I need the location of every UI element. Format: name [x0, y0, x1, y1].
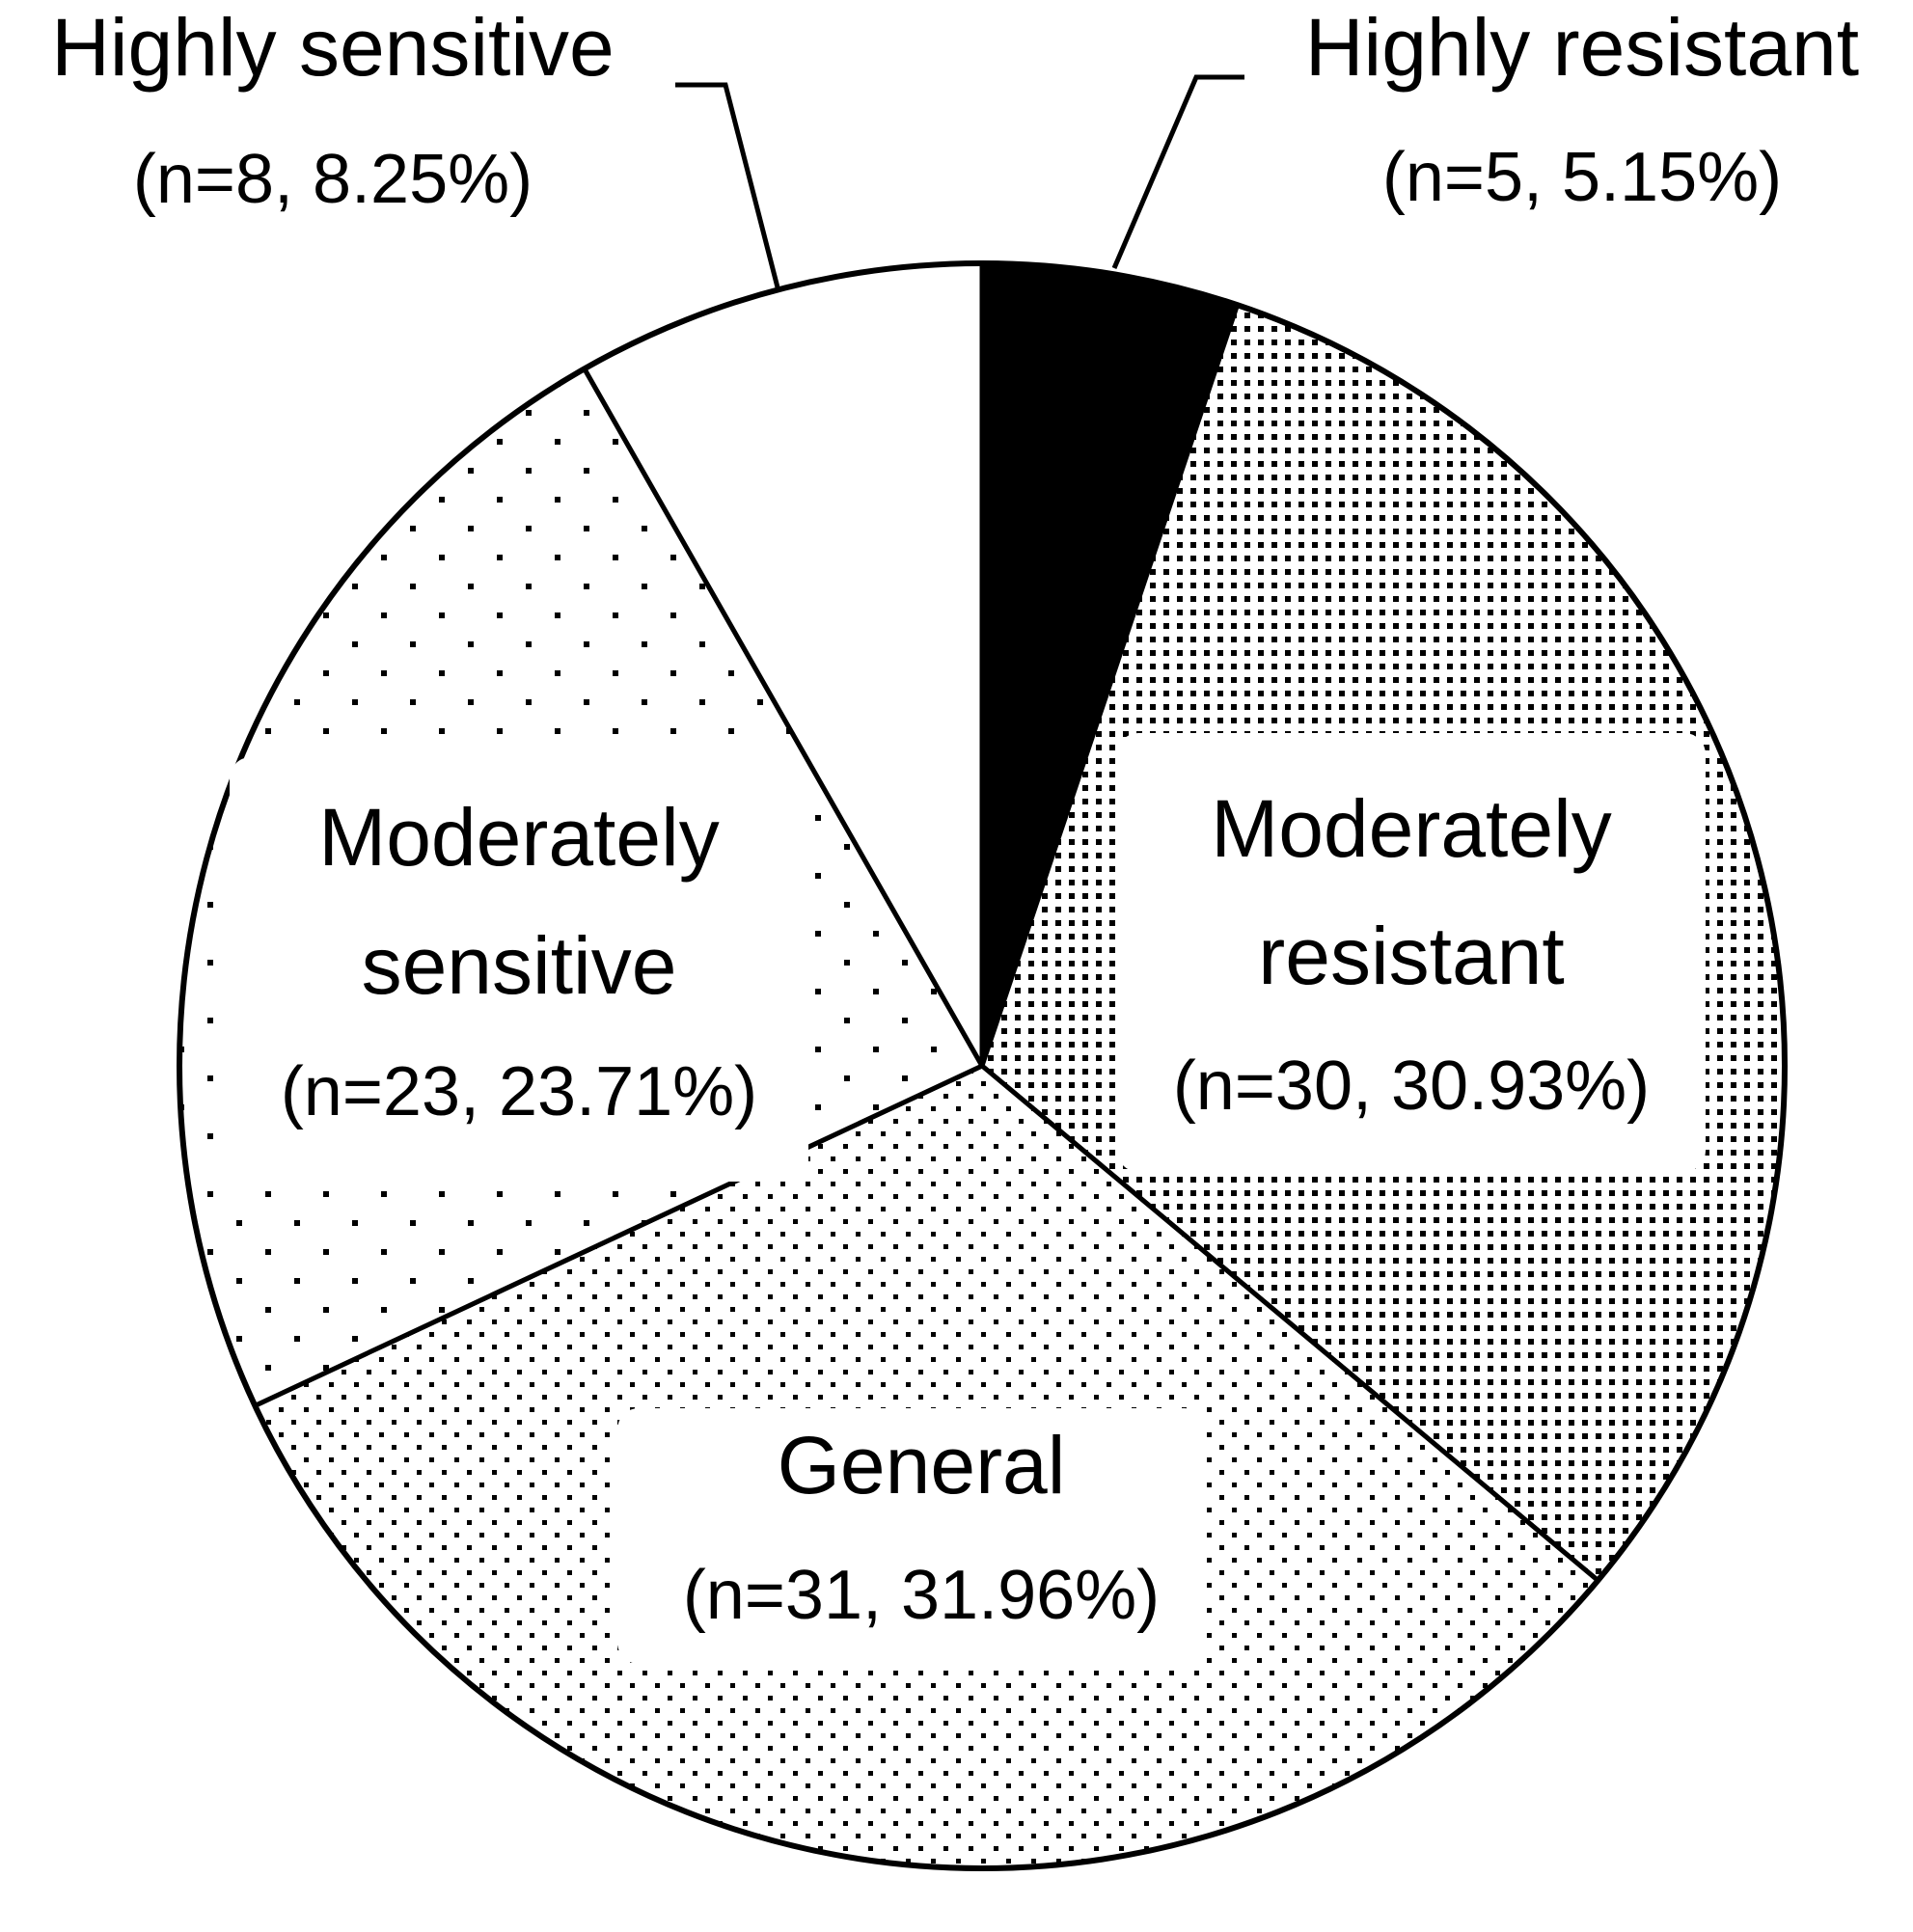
- slice-labels: Highly resistant (n=5, 5.15%) Moderately…: [51, 2, 1859, 1634]
- slice-detail-highly-sensitive: (n=8, 8.25%): [133, 141, 533, 218]
- slice-detail-moderately-sensitive: (n=23, 23.71%): [281, 1053, 757, 1130]
- label-bg-moderately-sensitive: [230, 757, 808, 1182]
- slice-label-moderately-sensitive-line1: Moderately: [318, 792, 720, 883]
- slice-label-moderately-resistant-line1: Moderately: [1211, 783, 1612, 874]
- slice-label-moderately-sensitive-line2: sensitive: [362, 920, 677, 1011]
- leader-line-highly-sensitive: [675, 82, 780, 288]
- label-backgrounds: [230, 733, 1706, 1664]
- pie-outline: [177, 260, 1788, 1871]
- slice-detail-general: (n=31, 31.96%): [683, 1557, 1160, 1634]
- slice-label-highly-resistant: Highly resistant: [1305, 2, 1859, 93]
- slice-detail-moderately-resistant: (n=30, 30.93%): [1173, 1048, 1650, 1125]
- slice-label-highly-sensitive: Highly sensitive: [51, 2, 615, 93]
- slice-label-moderately-resistant-line2: resistant: [1258, 911, 1564, 1001]
- slice-label-general: General: [778, 1420, 1066, 1510]
- slice-detail-highly-resistant: (n=5, 5.15%): [1382, 139, 1782, 216]
- leader-line-highly-resistant: [1111, 74, 1244, 269]
- label-bg-general: [617, 1408, 1206, 1664]
- leader-lines: [675, 74, 1244, 288]
- label-bg-moderately-resistant: [1117, 733, 1706, 1172]
